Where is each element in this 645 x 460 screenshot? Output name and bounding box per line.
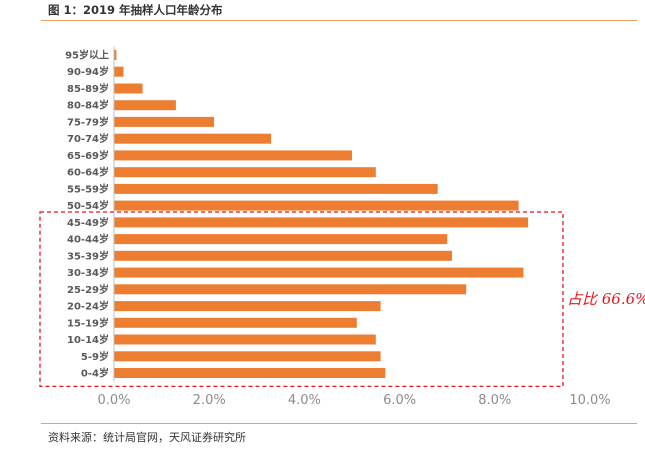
x-tick-label: 2.0% [193, 393, 226, 408]
bar-35-39岁 [114, 250, 452, 261]
category-label: 40-44岁 [67, 233, 109, 246]
bar-20-24岁 [114, 301, 381, 312]
category-label: 70-74岁 [67, 132, 109, 145]
bar-0-4岁 [114, 368, 386, 378]
annotation-dashed-box [39, 211, 564, 388]
bar-70-74岁 [114, 133, 272, 144]
bar-50-54岁 [114, 200, 519, 211]
bar-60-64岁 [114, 167, 376, 178]
category-label: 45-49岁 [67, 216, 109, 229]
bar-95岁以上 [114, 50, 117, 60]
bar-80-84岁 [114, 100, 176, 111]
bottom-rule [41, 423, 637, 424]
source-note: 资料来源：统计局官网，天风证券研究所 [48, 431, 246, 444]
category-label: 80-84岁 [67, 99, 109, 112]
bars-layer [114, 50, 529, 378]
bar-10-14岁 [114, 334, 376, 345]
bar-90-94岁 [114, 66, 124, 77]
category-label: 0-4岁 [81, 367, 109, 380]
annotation-label: 占比 66.6% [567, 290, 645, 308]
bar-25-29岁 [114, 284, 467, 295]
category-label: 55-59岁 [67, 182, 109, 195]
bar-85-89岁 [114, 83, 143, 94]
category-label: 85-89岁 [67, 82, 109, 95]
category-label: 75-79岁 [67, 115, 109, 128]
category-label: 65-69岁 [67, 149, 109, 162]
bar-75-79岁 [114, 116, 214, 127]
top-rule [41, 20, 637, 21]
category-label: 90-94岁 [67, 65, 109, 78]
category-label: 30-34岁 [67, 266, 109, 279]
x-tick-label: 0.0% [97, 393, 130, 408]
bar-40-44岁 [114, 234, 448, 245]
category-label: 50-54岁 [67, 199, 109, 212]
category-label: 20-24岁 [67, 300, 109, 313]
category-label: 60-64岁 [67, 166, 109, 179]
category-label: 95岁以上 [65, 49, 109, 62]
x-tick-label: 8.0% [478, 393, 511, 408]
bar-45-49岁 [114, 217, 529, 228]
bar-55-59岁 [114, 183, 438, 194]
x-tick-label: 10.0% [569, 393, 610, 408]
category-label: 35-39岁 [67, 249, 109, 262]
category-labels: 0-4岁 5-9岁 10-14岁 15-19岁 20-24岁 25-29岁 30-34岁 35… [65, 49, 109, 380]
category-label: 25-29岁 [67, 283, 109, 296]
bar-5-9岁 [114, 351, 381, 362]
category-label: 15-19岁 [67, 316, 109, 329]
bar-65-69岁 [114, 150, 352, 161]
category-label: 5-9岁 [81, 350, 109, 363]
figure-title: 图 1：2019 年抽样人口年龄分布 [48, 3, 223, 17]
bar-30-34岁 [114, 267, 524, 278]
x-tick-label: 6.0% [383, 393, 416, 408]
x-tick-label: 4.0% [288, 393, 321, 408]
bar-15-19岁 [114, 317, 357, 328]
x-tick-labels: 0.0% 2.0% 4.0% 6.0% 8.0% 10.0% [97, 393, 610, 408]
category-label: 10-14岁 [67, 333, 109, 346]
